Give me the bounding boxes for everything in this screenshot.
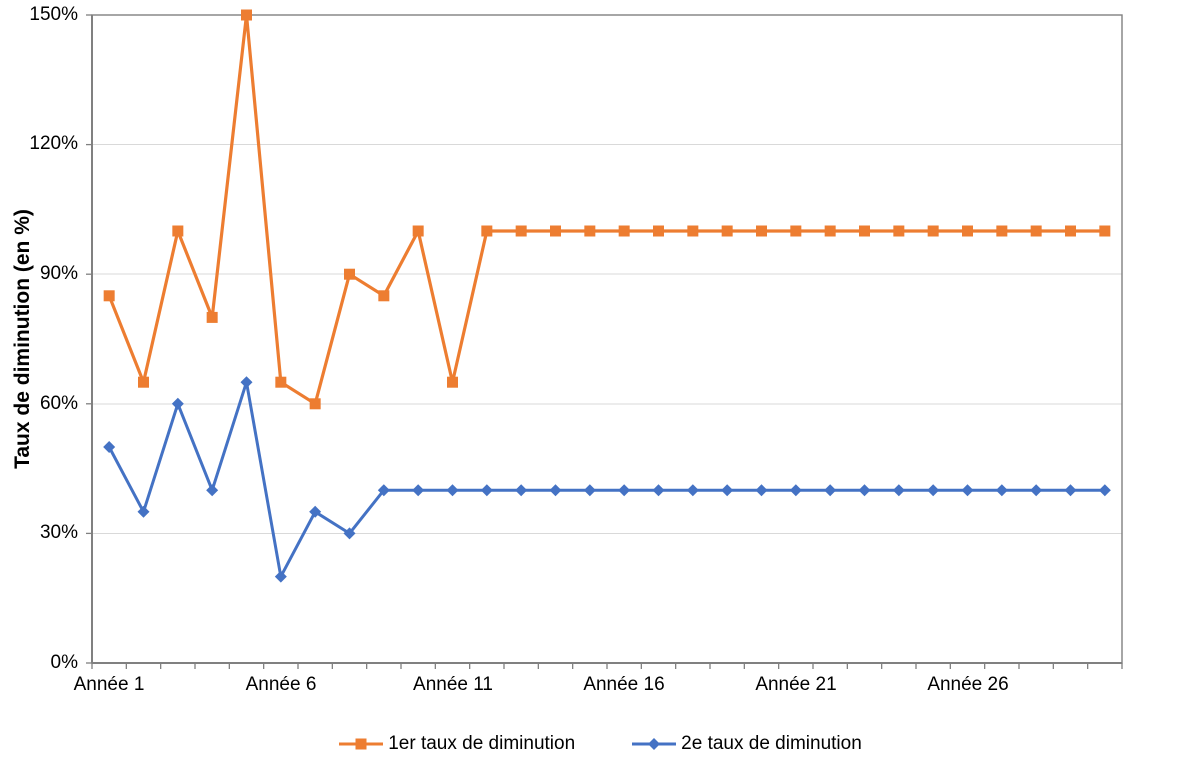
legend-label: 2e taux de diminution bbox=[681, 733, 862, 754]
legend-item-serie-1: 1er taux de diminution bbox=[338, 733, 575, 755]
plot-border bbox=[91, 14, 1123, 664]
y-axis-title: Taux de diminution (en %) bbox=[10, 15, 36, 663]
legend-marker-square-icon bbox=[339, 738, 384, 750]
y-tick-label: 0% bbox=[50, 652, 78, 673]
series-markers-2 bbox=[103, 376, 1111, 583]
legend: 1er taux de diminution 2e taux de diminu… bbox=[0, 733, 1200, 755]
axis-ticks bbox=[86, 14, 1123, 669]
y-axis-title-text: Taux de diminution (en %) bbox=[11, 209, 34, 469]
x-tick-label: Année 16 bbox=[583, 674, 665, 695]
gridlines bbox=[92, 144, 1122, 534]
x-tick-label: Année 6 bbox=[245, 674, 317, 695]
x-tick-label: Année 26 bbox=[927, 674, 1009, 695]
legend-marker-diamond-icon bbox=[632, 738, 677, 750]
x-tick-label: Année 11 bbox=[413, 674, 493, 695]
y-tick-label: 150% bbox=[29, 4, 78, 25]
legend-item-serie-2: 2e taux de diminution bbox=[631, 733, 862, 755]
y-tick-label: 120% bbox=[29, 133, 78, 154]
series-markers-1 bbox=[103, 9, 1111, 410]
y-tick-label: 30% bbox=[39, 522, 78, 543]
legend-label: 1er taux de diminution bbox=[388, 733, 576, 754]
y-tick-label: 90% bbox=[39, 263, 78, 284]
x-tick-label: Année 21 bbox=[755, 674, 837, 695]
x-tick-label: Année 1 bbox=[73, 674, 145, 695]
series-line-1 bbox=[107, 13, 1107, 406]
y-tick-label: 60% bbox=[39, 393, 78, 414]
series-line-2 bbox=[107, 380, 1107, 579]
